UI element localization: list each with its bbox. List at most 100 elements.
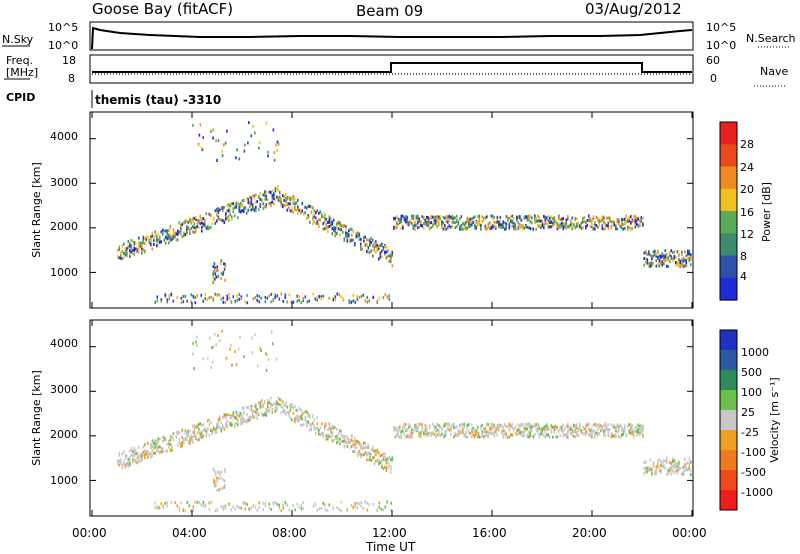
velocity-scatter-cell [309,422,311,426]
velocity-scatter-cell [224,506,227,510]
power-scatter-cell [183,234,185,238]
power-scatter-cell [393,217,395,221]
power-scatter-cell [417,218,419,222]
velocity-scatter-cell [631,430,634,434]
velocity-scatter-cell [579,426,581,430]
velocity-scatter-cell [129,461,131,465]
power-scatter-cell [553,222,556,226]
velocity-scatter-cell [445,422,448,426]
velocity-scatter-cell [592,430,595,434]
velocity-scatter-cell [171,447,173,451]
power-scatter-cell [664,253,667,257]
power-scatter-cell [552,224,554,228]
power-scatter-cell [547,214,550,218]
power-scatter-cell [669,253,671,257]
power-scatter-cell [637,225,640,228]
power-scatter-cell [126,249,128,253]
power-scatter-cell [528,226,530,230]
power-scatter-cell [379,243,382,247]
power-scatter-cell [628,219,631,223]
power-scatter-cell [129,244,131,248]
velocity-scatter-cell [672,460,674,464]
power-scatter-cell [679,259,682,263]
velocity-scatter-cell [168,440,170,443]
power-scatter-cell [332,298,335,302]
power-scatter-cell [465,220,467,224]
velocity-scatter-cell [194,500,197,504]
velocity-scatter-cell [408,434,410,438]
power-scatter-cell [325,217,328,221]
power-scatter-cell [170,292,173,296]
power-scatter-cell [333,225,335,229]
velocity-scatter-cell [141,454,143,458]
power-scatter-cell [348,229,350,233]
power-scatter-cell [681,250,683,254]
power-scatter-cell [388,297,391,301]
velocity-scatter-cell [366,446,368,449]
velocity-scatter-cell [357,451,359,455]
velocity-scatter-cell [636,430,638,434]
power-scatter-cell [381,249,383,253]
power-scatter-cell [129,242,131,246]
velocity-scatter-cell [465,432,467,436]
power-scatter-cell [162,232,164,236]
velocity-scatter-cell [232,505,235,509]
velocity-scatter-cell [594,422,596,426]
velocity-scatter-cell [561,429,563,433]
power-scatter-cell [142,241,145,245]
velocity-scatter-cell [313,418,316,422]
power-scatter-cell [234,214,236,218]
velocity-scatter-cell [529,429,532,433]
power-scatter-cell [496,220,499,224]
power-scatter-cell [162,228,164,232]
power-scatter-cell [217,139,220,143]
velocity-scatter-cell [322,501,325,505]
power-scatter-cell [264,197,266,201]
power-scatter-cell [294,201,296,205]
power-scatter-cell [538,224,541,228]
velocity-scatter-cell [273,402,275,406]
velocity-scatter-cell [367,443,370,447]
power-scatter-cell [118,256,121,260]
power-scatter-cell [297,212,299,216]
velocity-scatter-cell [166,442,169,446]
velocity-scatter-cell [196,500,199,504]
power-scatter-cell [454,226,457,230]
power-scatter-cell [685,261,688,265]
power-scatter-cell [690,263,692,266]
power-scatter-cell [463,223,466,227]
x-axis: 00:00 04:00 08:00 12:00 16:00 20:00 00:0… [72,526,707,554]
velocity-scatter-cell [302,501,305,505]
velocity-scatter-cell [601,425,604,429]
velocity-scatter-cell [178,437,181,441]
power-scatter-cell [358,237,361,241]
velocity-scatter-cell [229,423,232,427]
velocity-scatter-cell [202,503,205,507]
velocity-scatter-cell [214,332,216,336]
power-scatter-cell [270,203,272,207]
velocity-scatter-cell [642,435,644,439]
velocity-scatter-cell [559,434,562,438]
power-scatter-cell [312,217,314,221]
power-scatter-cell [166,300,169,304]
power-scatter-cell [520,218,523,222]
velocity-scatter-cell [267,399,269,403]
power-scatter-cell [310,205,313,209]
power-scatter-cell [591,220,593,224]
power-scatter-cell [583,216,586,219]
velocity-scatter-cell [297,409,299,412]
velocity-scatter-cell [688,467,691,471]
power-scatter-cell [247,198,250,201]
power-scatter-cell [453,220,455,224]
power-scatter-cell [603,227,605,231]
velocity-scatter-cell [607,433,610,437]
power-scatter-cell [328,296,331,300]
velocity-scatter-cell [355,441,358,445]
velocity-scatter-cell [402,429,404,433]
velocity-scatter-cell [385,468,388,472]
velocity-scatter-cell [264,411,266,415]
velocity-scatter-cell [682,472,685,476]
power-scatter-cell [429,217,431,221]
velocity-scatter-cell [316,422,319,426]
velocity-cbar-tick-m100: -100 [741,446,766,459]
